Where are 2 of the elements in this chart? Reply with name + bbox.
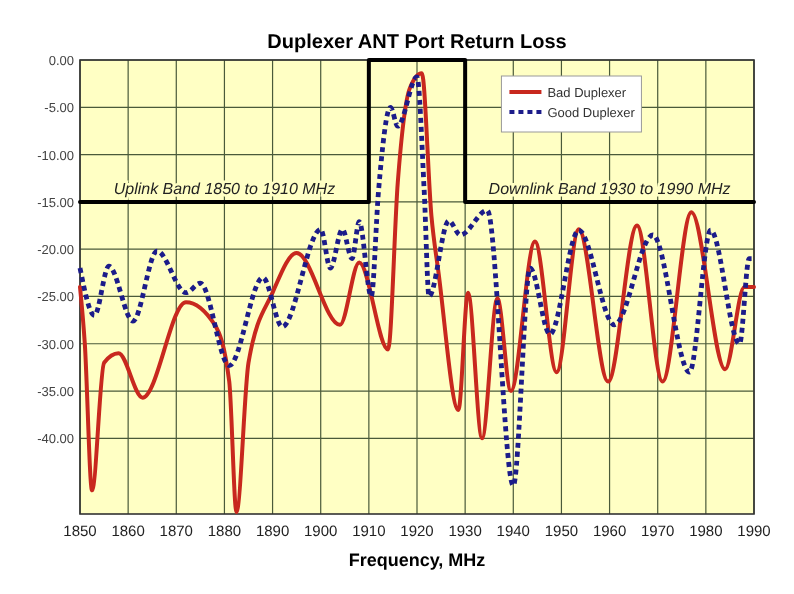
x-axis-title: Frequency, MHz <box>348 550 487 570</box>
chart-title: Duplexer ANT Port Return Loss <box>267 32 568 54</box>
